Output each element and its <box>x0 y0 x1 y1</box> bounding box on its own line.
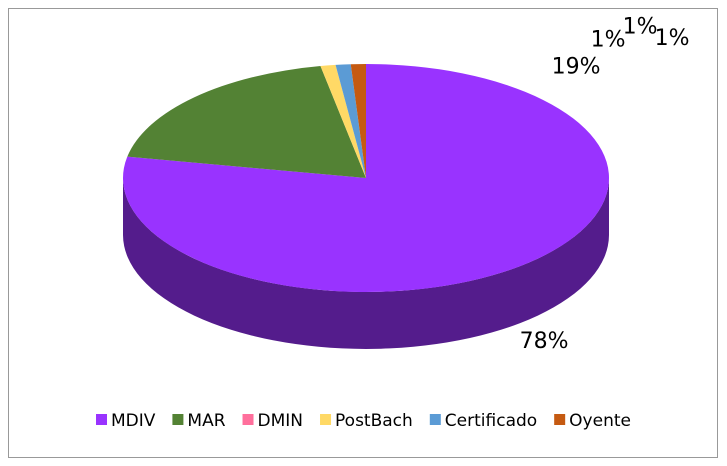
slice <box>335 64 366 178</box>
legend-label: Certificado <box>445 411 537 431</box>
legend-label: MAR <box>187 411 225 431</box>
legend-swatch <box>96 414 108 425</box>
legend-label: DMIN <box>258 411 304 431</box>
slice <box>127 66 366 178</box>
data-label: 1% <box>655 26 690 51</box>
data-label: 1% <box>623 15 658 40</box>
legend-swatch <box>242 414 254 425</box>
legend-swatch <box>172 414 184 425</box>
legend-swatch <box>320 414 332 425</box>
slice-side <box>123 178 609 349</box>
legend-label: Oyente <box>569 411 631 431</box>
data-label: 1% <box>591 28 626 53</box>
slice <box>350 64 366 178</box>
legend-label: PostBach <box>335 411 413 431</box>
slice <box>320 64 366 178</box>
legend-swatch <box>429 414 441 425</box>
data-label: 78% <box>520 329 569 354</box>
legend-swatch <box>554 414 566 425</box>
legend-label: MDIV <box>111 411 156 431</box>
legend: MDIV MAR DMIN PostBach Certificado Oyente <box>96 411 631 431</box>
data-label: 19% <box>552 55 601 80</box>
